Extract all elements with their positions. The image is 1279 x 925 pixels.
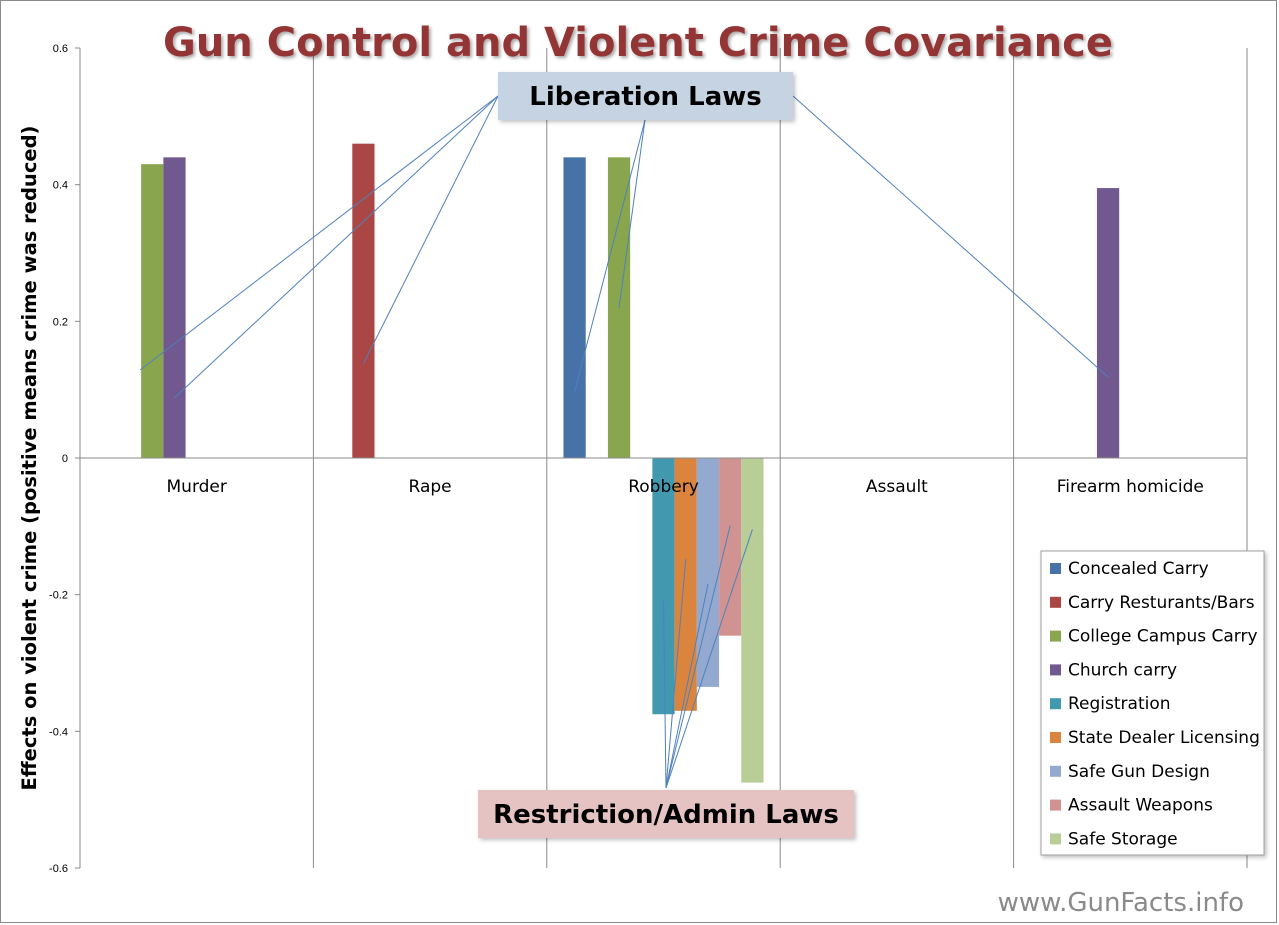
legend-entry: Carry Resturants/Bars bbox=[1068, 593, 1255, 613]
legend-swatch bbox=[1050, 563, 1061, 574]
annotation-layer: Liberation Laws Restriction/Admin Laws bbox=[478, 72, 854, 838]
legend-swatch bbox=[1050, 596, 1061, 608]
x-category-label: Murder bbox=[167, 477, 227, 497]
axis-layer: 0.6 0.4 0.2 0 -0.2 -0.4 -0.6 Murder Rape Robbery A… bbox=[49, 43, 1247, 875]
leader-line bbox=[663, 598, 667, 789]
chart-title: Gun Control and Violent Crime Covariance bbox=[163, 20, 1113, 66]
bar bbox=[652, 458, 675, 715]
bar bbox=[674, 458, 697, 711]
leader-line bbox=[618, 119, 646, 308]
legend-entry: State Dealer Licensing bbox=[1068, 728, 1260, 748]
legend-entry: Church carry bbox=[1068, 660, 1177, 680]
legend-entry: College Campus Carry bbox=[1068, 627, 1258, 647]
bar bbox=[163, 157, 186, 459]
x-category-label: Assault bbox=[866, 477, 928, 497]
legend-box bbox=[1040, 550, 1265, 856]
leader-line bbox=[574, 119, 646, 392]
y-axis-label: Effects on violent crime (positive means… bbox=[18, 126, 41, 791]
legend-swatch bbox=[1050, 765, 1061, 777]
x-category-label: Rape bbox=[409, 477, 452, 497]
annotation-liberation-text: Liberation Laws bbox=[529, 82, 761, 112]
legend-entry: Concealed Carry bbox=[1068, 559, 1209, 579]
legend-entry: Safe Gun Design bbox=[1068, 762, 1210, 782]
leader-line bbox=[139, 95, 499, 371]
leader-line bbox=[665, 529, 753, 789]
bar bbox=[607, 157, 631, 459]
y-tick-label: 0.4 bbox=[53, 180, 68, 192]
legend-entry: Assault Weapons bbox=[1068, 796, 1213, 816]
legend: Concealed Carry Carry Resturants/Bars Coll… bbox=[1040, 550, 1265, 856]
legend-swatch bbox=[1050, 833, 1061, 845]
y-tick-label: 0 bbox=[62, 453, 68, 465]
y-tick-label: 0.6 bbox=[53, 43, 68, 55]
x-category-label: Robbery bbox=[628, 477, 699, 497]
bar bbox=[352, 143, 375, 458]
y-tick-label: -0.2 bbox=[49, 590, 68, 602]
legend-swatch bbox=[1050, 799, 1061, 811]
bar bbox=[719, 458, 742, 636]
annotation-liberation-box bbox=[498, 72, 793, 120]
leader-line bbox=[174, 95, 499, 399]
y-tick-label: -0.6 bbox=[49, 863, 68, 875]
bar bbox=[741, 458, 764, 783]
annotation-restriction-text: Restriction/Admin Laws bbox=[493, 800, 839, 830]
bar bbox=[563, 157, 586, 459]
leader-line bbox=[665, 525, 731, 789]
x-category-label: Firearm homicide bbox=[1057, 477, 1204, 497]
leader-line bbox=[362, 95, 499, 364]
legend-entry: Safe Storage bbox=[1068, 829, 1178, 849]
bar bbox=[696, 458, 720, 687]
annotation-restriction-box bbox=[478, 790, 854, 838]
leader-line bbox=[665, 583, 709, 789]
leader-lines bbox=[139, 95, 1109, 789]
y-tick-label: -0.4 bbox=[49, 726, 68, 738]
legend-swatch bbox=[1050, 630, 1061, 642]
legend-swatch bbox=[1050, 698, 1061, 710]
legend-entry: Registration bbox=[1068, 694, 1171, 714]
leader-line bbox=[665, 559, 687, 789]
watermark: www.GunFacts.info bbox=[998, 888, 1244, 918]
legend-swatch bbox=[1050, 664, 1061, 676]
leader-line bbox=[792, 95, 1109, 378]
bars-layer bbox=[141, 143, 1120, 783]
y-tick-label: 0.2 bbox=[53, 316, 68, 328]
bar bbox=[141, 164, 164, 458]
bar bbox=[1096, 188, 1120, 459]
legend-swatch bbox=[1050, 732, 1061, 743]
